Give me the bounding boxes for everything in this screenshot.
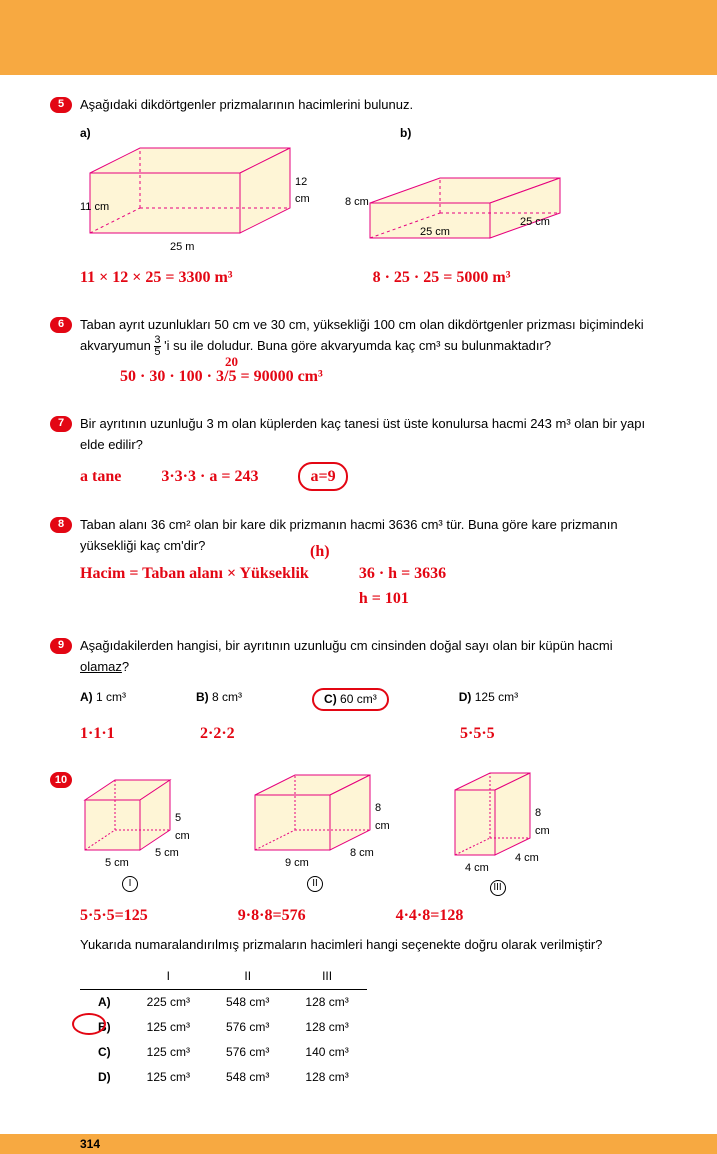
qnum-5: 5 [50,97,72,113]
qnum-7: 7 [50,416,72,432]
q8-hw: (h) Hacim = Taban alanı × Yükseklik 36 ·… [80,561,657,612]
q7-hw: a tane 3·3·3 · a = 243 a=9 [80,462,657,492]
q5a-d: 11 cm [80,199,109,217]
q5-text: Aşağıdaki dikdörtgenler prizmalarının ha… [80,95,657,116]
page-content: 5 Aşağıdaki dikdörtgenler prizmalarının … [0,75,717,1134]
q6-frac: 35 [154,335,160,358]
page-number: 314 [80,1137,100,1151]
q8-text: Taban alanı 36 cm² olan bir kare dik pri… [80,515,657,557]
question-10: 10 5 cm 5 cm 5 cm I [80,770,657,1090]
q5-a-label: a) [80,124,300,143]
q9-opt-c: C) 60 cm³ [312,688,389,711]
q5a-h: 12 cm [295,174,310,209]
q10-table: IIIIII A)225 cm³548 cm³128 cm³ B)125 cm³… [80,964,657,1091]
q9-opt-a: A) 1 cm³ [80,688,126,711]
q5b-d: 25 cm [420,224,450,242]
q9-hw: 1·1·1 2·2·2 5·5·5 [80,721,657,747]
q9-opt-d: D) 125 cm³ [459,688,518,711]
q9-options: A) 1 cm³ B) 8 cm³ C) 60 cm³ D) 125 cm³ [80,688,657,711]
q10-prisms: 5 cm 5 cm 5 cm I 8 cm 8 cm 9 cm II [80,770,657,897]
qnum-10: 10 [50,772,72,788]
q5-b-label: b) [400,124,570,143]
q10-prism-3: 8 cm 4 cm 4 cm III [450,770,545,897]
question-7: 7 Bir ayrıtının uzunluğu 3 m olan küpler… [80,414,657,491]
q6-post: 'i su ile doludur. Buna göre akvaryumda … [164,338,551,353]
q5-hw-b: 8 · 25 · 25 = 5000 m³ [373,265,511,291]
question-5: 5 Aşağıdaki dikdörtgenler prizmalarının … [80,95,657,291]
q10-prism-2: 8 cm 8 cm 9 cm II [250,770,380,897]
question-8: 8 Taban alanı 36 cm² olan bir kare dik p… [80,515,657,612]
prism-3-svg [450,770,545,860]
prism-a-svg [80,143,300,253]
q5b-h: 8 cm [345,194,369,212]
qnum-6: 6 [50,317,72,333]
q9-opt-b: B) 8 cm³ [196,688,242,711]
qnum-9: 9 [50,638,72,654]
q5-hw-a: 11 × 12 × 25 = 3300 m³ [80,265,233,291]
q5-prism-a: a) 11 cm 25 m 12 cm [80,124,300,253]
qnum-8: 8 [50,517,72,533]
q10-prism-1: 5 cm 5 cm 5 cm I [80,770,180,897]
q7-text: Bir ayrıtının uzunluğu 3 m olan küplerde… [80,414,657,456]
q5b-w: 25 cm [520,214,550,232]
page-header [0,0,717,75]
page-footer: 314 [0,1134,717,1154]
question-9: 9 Aşağıdakilerden hangisi, bir ayrıtının… [80,636,657,746]
q5a-w: 25 m [170,239,194,257]
q5-diagrams: a) 11 cm 25 m 12 cm b) [80,124,657,253]
question-6: 6 Taban ayrıt uzunlukları 50 cm ve 30 cm… [80,315,657,390]
q9-text: Aşağıdakilerden hangisi, bir ayrıtının u… [80,636,657,678]
q10-hw: 5·5·5=125 9·8·8=576 4·4·8=128 [80,903,657,929]
q10-text: Yukarıda numaralandırılmış prizmaların h… [80,935,657,956]
q5-prism-b: b) 8 cm 25 cm 25 cm [360,124,570,253]
q6-hw: 50 · 30 · 100 · 3/5 = 90000 cm³ 20 [120,364,657,390]
